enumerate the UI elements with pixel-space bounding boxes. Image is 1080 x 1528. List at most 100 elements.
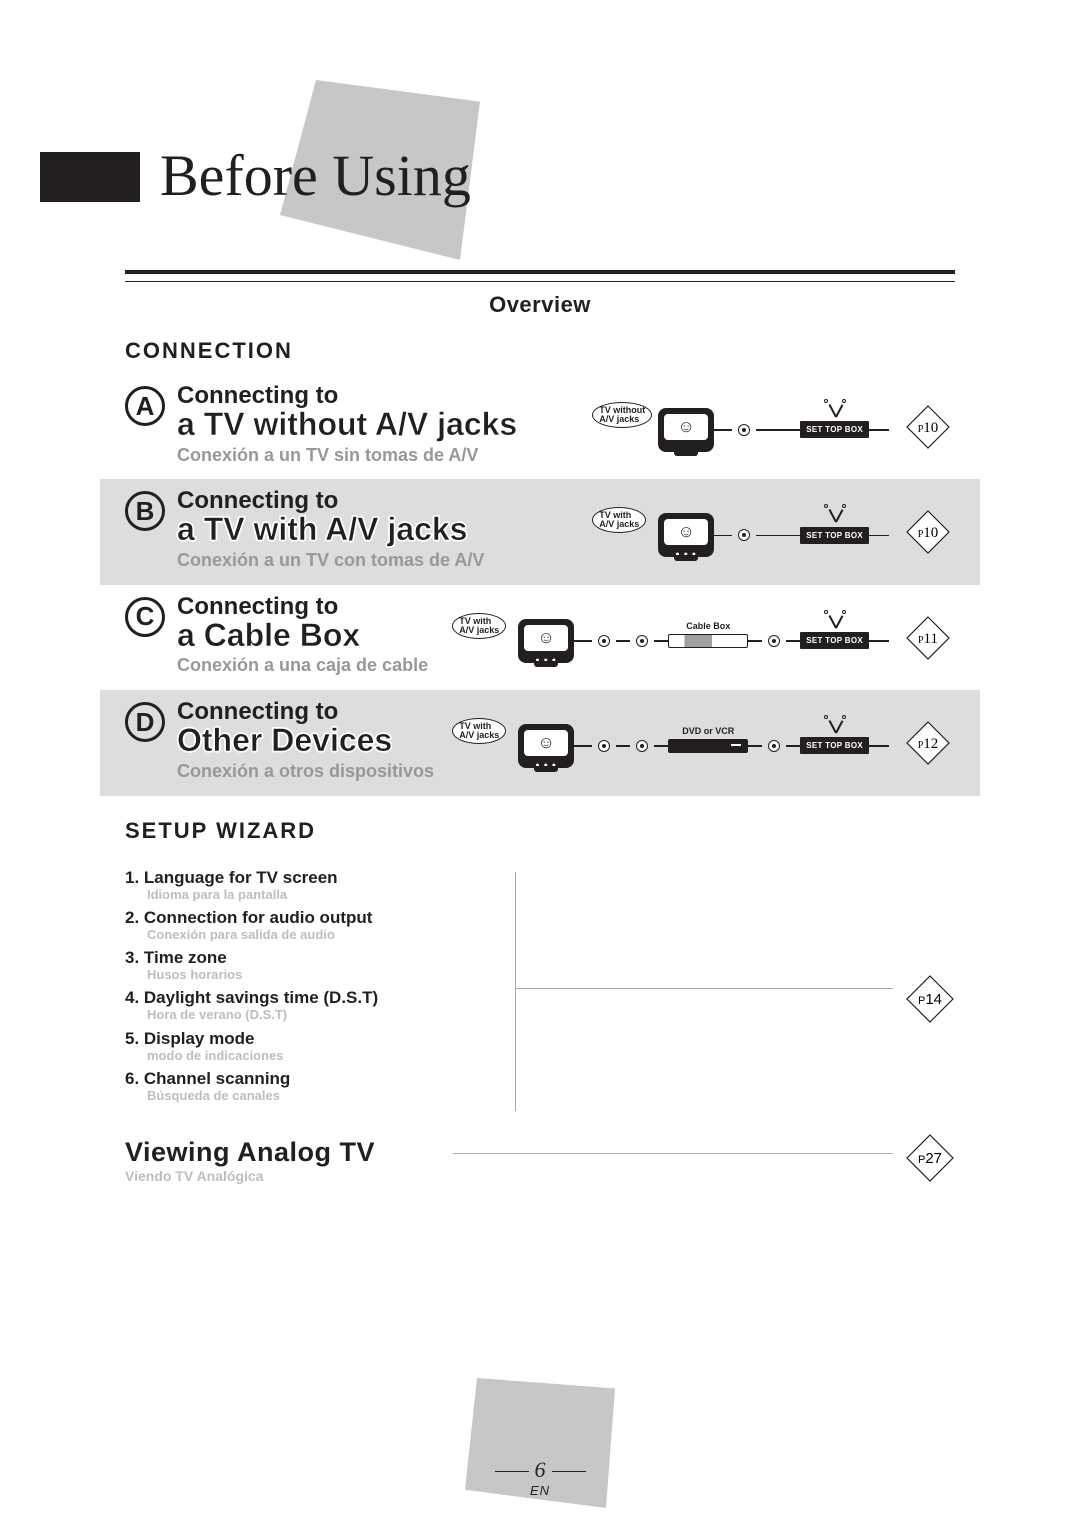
page-ref: P10 <box>901 509 955 555</box>
connection-diagram: TV without A/V jacks ☺ SET TOP BOX <box>527 384 889 452</box>
tv-bubble-label: TV with A/V jacks <box>452 718 506 744</box>
page-ref: P10 <box>901 404 955 450</box>
smile-icon: ☺ <box>538 628 555 648</box>
plug-icon <box>636 740 648 752</box>
tv-icon: ☺ ● ● ● <box>518 619 574 663</box>
footer-page-line: 6 <box>0 1457 1080 1483</box>
plug-icon <box>768 635 780 647</box>
row-subtitle-es: Conexión a otros dispositivos <box>177 762 434 782</box>
setup-item-es: Hora de verano (D.S.T) <box>125 1008 525 1022</box>
row-subtitle: Connecting to <box>177 384 517 408</box>
footer-lang: EN <box>0 1483 1080 1498</box>
row-title: a TV with A/V jacks <box>177 513 484 547</box>
viewing-analog-row: Viewing Analog TV Viendo TV Analógica P2… <box>125 1131 955 1184</box>
setup-item: 6. Channel scanning Búsqueda de canales <box>125 1069 525 1103</box>
row-subtitle: Connecting to <box>177 489 484 513</box>
page-diamond-icon: P12 <box>905 720 951 766</box>
device-box: Cable Box <box>668 634 748 648</box>
connection-diagram: TV with A/V jacks ☺ ● ● ● Cable Box <box>438 595 889 663</box>
viewing-line <box>453 1153 893 1154</box>
device-box: DVD or VCR <box>668 739 748 753</box>
header-black-box <box>40 152 140 202</box>
setup-item-en: 6. Channel scanning <box>125 1069 525 1089</box>
row-subtitle: Connecting to <box>177 595 428 619</box>
page-diamond-icon: P27 <box>905 1133 955 1183</box>
page-ref: P12 <box>901 720 955 766</box>
setup-item-en: 3. Time zone <box>125 948 525 968</box>
device-label: Cable Box <box>686 621 730 631</box>
section-setup-head: SETUP WIZARD <box>125 812 955 854</box>
connection-row: D Connecting to Other Devices Conexión a… <box>100 690 980 795</box>
setup-wizard-block: 1. Language for TV screen Idioma para la… <box>125 868 955 1110</box>
row-title: a TV without A/V jacks <box>177 408 517 442</box>
setup-item-en: 2. Connection for audio output <box>125 908 525 928</box>
tv-icon: ☺ ● ● ● <box>518 724 574 768</box>
set-top-box-label: SET TOP BOX <box>800 421 869 438</box>
row-letter: B <box>125 491 165 531</box>
setup-item: 1. Language for TV screen Idioma para la… <box>125 868 525 902</box>
tv-bubble-label: TV with A/V jacks <box>592 507 646 533</box>
row-subtitle-es: Conexión a un TV con tomas de A/V <box>177 551 484 571</box>
page-ref: P11 <box>901 615 955 661</box>
row-title: Other Devices <box>177 724 434 758</box>
footer-page-number: 6 <box>535 1457 546 1482</box>
antenna-icon <box>826 508 844 522</box>
tv-icon: ☺ ● ● ● <box>658 513 714 557</box>
row-subtitle: Connecting to <box>177 700 434 724</box>
plug-icon <box>738 424 750 436</box>
setup-item-en: 4. Daylight savings time (D.S.T) <box>125 988 525 1008</box>
overview-rules <box>125 270 955 282</box>
smile-icon: ☺ <box>538 733 555 753</box>
setup-divider <box>515 872 516 1112</box>
page-title: Before Using <box>160 142 471 209</box>
section-connection-head: CONNECTION <box>125 332 955 374</box>
tv-bubble-label: TV with A/V jacks <box>452 613 506 639</box>
setup-item: 2. Connection for audio output Conexión … <box>125 908 525 942</box>
antenna-icon <box>826 719 844 733</box>
overview-label: Overview <box>0 292 1080 318</box>
setup-item-es: Husos horarios <box>125 968 525 982</box>
setup-item-es: Conexión para salida de audio <box>125 928 525 942</box>
plug-icon <box>738 529 750 541</box>
set-top-box-label: SET TOP BOX <box>800 527 869 544</box>
page-diamond-icon: P11 <box>905 615 951 661</box>
connection-diagram: TV with A/V jacks ☺ ● ● ● SET TOP BOX <box>494 489 889 557</box>
setup-item-es: modo de indicaciones <box>125 1049 525 1063</box>
header-area: Before Using <box>0 0 1080 270</box>
setup-list: 1. Language for TV screen Idioma para la… <box>125 868 525 1110</box>
connection-list: A Connecting to a TV without A/V jacks C… <box>100 374 980 796</box>
page-diamond-icon: P10 <box>905 509 951 555</box>
setup-bracket-line <box>515 988 893 989</box>
smile-icon: ☺ <box>678 522 695 542</box>
row-title: a Cable Box <box>177 619 428 653</box>
page: Before Using Overview CONNECTION A Conne… <box>0 0 1080 1528</box>
setup-item-en: 1. Language for TV screen <box>125 868 525 888</box>
connection-diagram: TV with A/V jacks ☺ ● ● ● DVD or VCR <box>444 700 889 768</box>
page-diamond-icon: P14 <box>905 974 955 1024</box>
plug-icon <box>768 740 780 752</box>
plug-icon <box>598 635 610 647</box>
plug-icon <box>598 740 610 752</box>
row-subtitle-es: Conexión a un TV sin tomas de A/V <box>177 446 517 466</box>
setup-item: 3. Time zone Husos horarios <box>125 948 525 982</box>
connection-row: A Connecting to a TV without A/V jacks C… <box>100 374 980 479</box>
viewing-page-ref: P27 <box>905 1133 955 1188</box>
setup-item: 5. Display mode modo de indicaciones <box>125 1029 525 1063</box>
viewing-subtitle-es: Viendo TV Analógica <box>125 1168 955 1184</box>
setup-page-ref: P14 <box>905 974 955 1029</box>
set-top-box-label: SET TOP BOX <box>800 632 869 649</box>
set-top-box-label: SET TOP BOX <box>800 737 869 754</box>
row-letter: C <box>125 597 165 637</box>
connection-row: C Connecting to a Cable Box Conexión a u… <box>100 585 980 690</box>
row-subtitle-es: Conexión a una caja de cable <box>177 656 428 676</box>
page-footer: 6 EN <box>0 1457 1080 1498</box>
plug-icon <box>636 635 648 647</box>
setup-item-es: Idioma para la pantalla <box>125 888 525 902</box>
smile-icon: ☺ <box>678 417 695 437</box>
antenna-icon <box>826 614 844 628</box>
connection-row: B Connecting to a TV with A/V jacks Cone… <box>100 479 980 584</box>
row-letter: D <box>125 702 165 742</box>
tv-bubble-label: TV without A/V jacks <box>592 402 652 428</box>
row-letter: A <box>125 386 165 426</box>
setup-item-en: 5. Display mode <box>125 1029 525 1049</box>
